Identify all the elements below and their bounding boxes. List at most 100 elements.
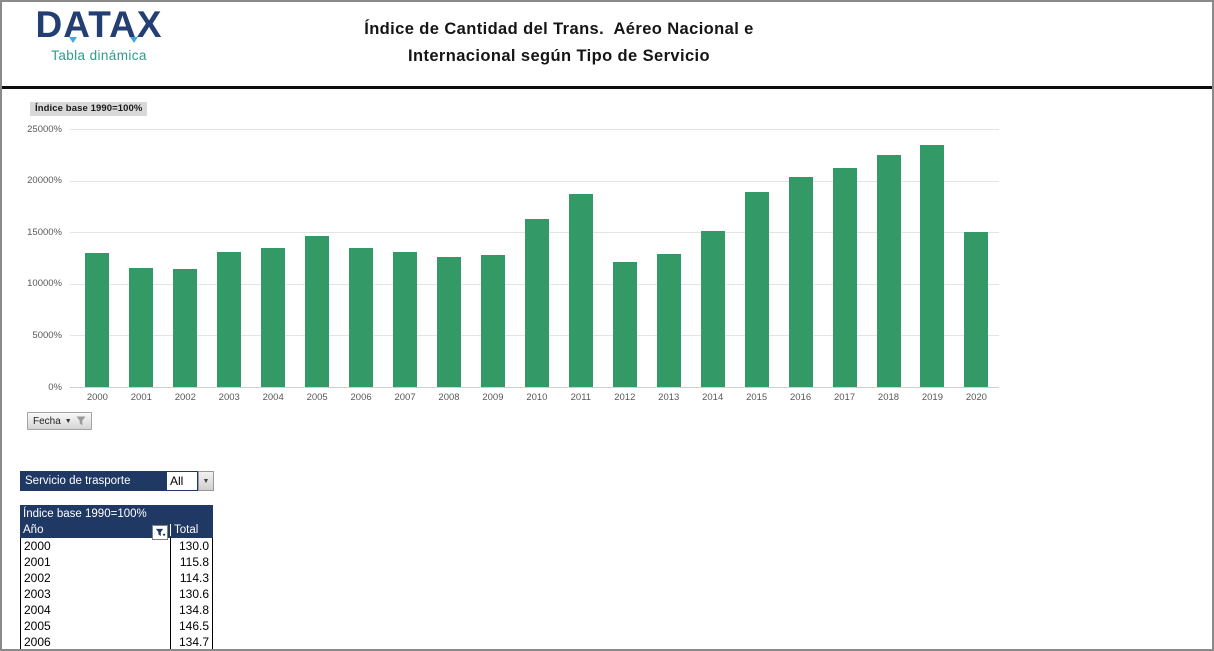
column-header-ano-label: Año <box>23 524 44 536</box>
year-cell[interactable]: 2005 <box>20 618 170 634</box>
total-cell[interactable]: 130.6 <box>170 586 213 602</box>
bar-2004[interactable] <box>261 247 286 387</box>
bar-2017[interactable] <box>832 168 857 387</box>
x-axis-tick-label: 2002 <box>174 392 196 403</box>
x-axis-tick-label: 2001 <box>130 392 152 403</box>
bar-2006[interactable] <box>349 248 374 387</box>
bar-2010[interactable] <box>524 219 549 387</box>
page-title: Índice de Cantidad del Trans. Aéreo Naci… <box>279 16 839 70</box>
x-axis-tick-label: 2006 <box>350 392 372 403</box>
chevron-down-icon: ▼ <box>202 477 210 485</box>
table-row: 2000 130.0 <box>20 538 213 554</box>
service-filter-dropdown-button[interactable]: ▼ <box>198 471 214 491</box>
chart-plot: 25000% 20000% 15000% 10000% 5000% 0% 2000 2001 2… <box>27 124 999 403</box>
year-cell[interactable]: 2000 <box>20 538 170 554</box>
service-filter-value[interactable]: All <box>167 471 198 491</box>
y-axis-tick-label: 0% <box>48 381 62 393</box>
x-axis-tick-label: 2016 <box>790 392 812 403</box>
logo-accent-icon <box>69 37 77 43</box>
bar-2005[interactable] <box>305 235 330 387</box>
x-axis-tick-label: 2000 <box>86 392 108 403</box>
x-axis-tick-label: 2018 <box>877 392 900 403</box>
logo-wordmark: DATAX <box>35 4 163 45</box>
logo-accent-icon <box>130 37 138 43</box>
y-axis-tick-label: 10000% <box>27 278 62 290</box>
bar-2008[interactable] <box>437 256 461 387</box>
x-axis-tick-label: 2003 <box>218 392 240 403</box>
year-cell[interactable]: 2003 <box>20 586 170 602</box>
bar-2007[interactable] <box>393 251 418 387</box>
index-base-badge: Índice base 1990=100% <box>30 102 148 116</box>
bar-2015[interactable] <box>744 192 769 387</box>
year-cell[interactable]: 2006 <box>20 634 170 649</box>
table-row: 2003 130.6 <box>20 586 213 602</box>
chevron-down-icon: ▼ <box>64 417 72 425</box>
pivot-table-title: Índice base 1990=100% <box>23 507 147 520</box>
bar-2000[interactable] <box>85 252 110 387</box>
bar-2003[interactable] <box>217 252 242 387</box>
x-axis-tick-label: 2015 <box>746 392 768 403</box>
total-cell[interactable]: 130.0 <box>170 538 213 554</box>
page-title-line2: Internacional según Tipo de Servicio <box>408 47 710 66</box>
x-axis-tick-label: 2019 <box>921 392 943 403</box>
x-axis-tick-label: 2012 <box>614 392 636 403</box>
bar-2001[interactable] <box>129 267 154 387</box>
x-axis-tick-label: 2004 <box>262 392 284 403</box>
x-axis-tick-label: 2008 <box>438 392 460 403</box>
bar-2020[interactable] <box>964 232 989 387</box>
bar-2011[interactable] <box>568 193 593 387</box>
pivot-table-title-row: Índice base 1990=100% <box>20 505 213 522</box>
y-axis-tick-label: 25000% <box>27 123 62 135</box>
logo-tagline: Tabla dinámica <box>51 47 147 63</box>
x-axis-tick-label: 2010 <box>526 392 548 403</box>
pivot-table: Índice base 1990=100% Año Total 2000 130.… <box>20 505 213 649</box>
total-cell[interactable]: 146.5 <box>170 618 213 634</box>
service-filter-label: Servicio de trasporte <box>20 471 167 491</box>
x-axis-tick-label: 2013 <box>658 392 680 403</box>
y-axis-tick-label: 5000% <box>32 329 62 341</box>
column-header-ano: Año <box>20 524 170 540</box>
gridline <box>70 129 999 130</box>
table-row: 2002 114.3 <box>20 570 213 586</box>
x-axis-tick-label: 2017 <box>833 392 856 403</box>
year-cell[interactable]: 2002 <box>20 570 170 586</box>
pivot-table-header-row: Año Total <box>20 522 213 540</box>
total-cell[interactable]: 134.7 <box>170 634 213 649</box>
table-row: 2006 134.7 <box>20 634 213 649</box>
x-axis-tick-label: 2011 <box>570 392 592 403</box>
bar-2016[interactable] <box>788 177 813 387</box>
pivot-table-body: 2000 130.0 2001 115.8 2002 114.3 2003 130.6 2004… <box>20 538 213 649</box>
bar-2002[interactable] <box>173 269 198 387</box>
x-axis-tick-label: 2020 <box>965 392 987 403</box>
column-header-total: Total <box>170 524 213 536</box>
bar-2014[interactable] <box>700 230 725 387</box>
year-cell[interactable]: 2004 <box>20 602 170 618</box>
fecha-field-button[interactable]: Fecha ▼ <box>27 412 92 430</box>
x-axis-tick-label: 2005 <box>306 392 328 403</box>
gridline <box>70 387 999 388</box>
x-axis-tick-label: 2009 <box>482 392 504 403</box>
page-title-line1: Índice de Cantidad del Trans. Aéreo Naci… <box>364 20 754 38</box>
bar-2009[interactable] <box>480 254 505 387</box>
bar-2018[interactable] <box>876 154 901 387</box>
logo-text: DATAX <box>26 4 172 45</box>
year-cell[interactable]: 2001 <box>20 554 170 570</box>
y-axis-tick-label: 15000% <box>27 226 62 238</box>
table-row: 2005 146.5 <box>20 618 213 634</box>
ano-filter-button[interactable] <box>152 525 168 540</box>
bar-2019[interactable] <box>920 144 945 387</box>
x-axis-tick-label: 2007 <box>394 392 416 403</box>
table-row: 2004 134.8 <box>20 602 213 618</box>
table-row: 2001 115.8 <box>20 554 213 570</box>
filter-icon <box>76 416 86 426</box>
x-axis-tick-label: 2014 <box>702 392 724 403</box>
total-cell[interactable]: 114.3 <box>170 570 213 586</box>
report-header: DATAX Tabla dinámica Índice de Cantidad … <box>2 2 1212 89</box>
total-cell[interactable]: 115.8 <box>170 554 213 570</box>
total-cell[interactable]: 134.8 <box>170 602 213 618</box>
bar-2012[interactable] <box>612 262 637 387</box>
logo: DATAX Tabla dinámica <box>26 4 172 63</box>
y-axis-tick-label: 20000% <box>27 175 62 187</box>
bar-2013[interactable] <box>656 253 681 387</box>
